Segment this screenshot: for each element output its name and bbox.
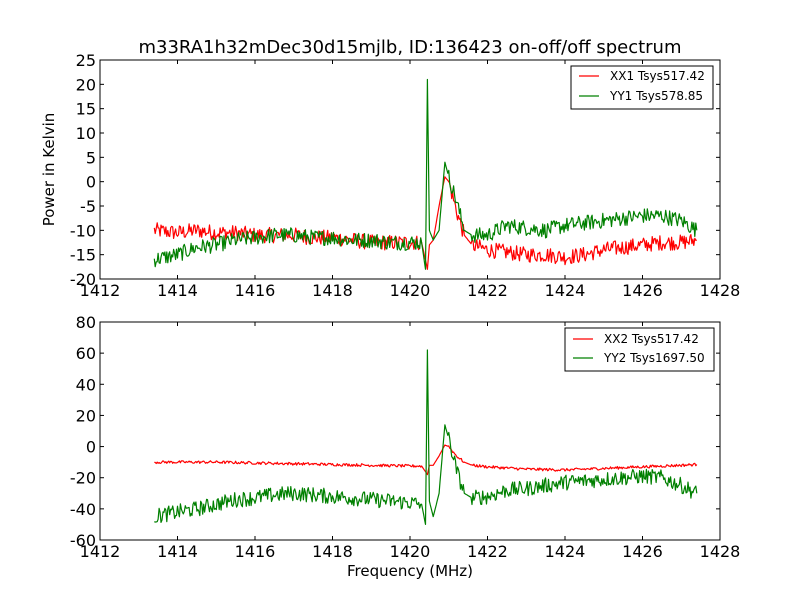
bottom-legend-label-yy2: YY2 Tsys1697.50	[603, 351, 705, 365]
bottom-x-tick-label: 1426	[622, 542, 663, 561]
bottom-x-tick-label: 1414	[157, 542, 198, 561]
top-x-tick-label: 1422	[467, 281, 508, 300]
bottom-x-tick-label: 1416	[235, 542, 276, 561]
top-y-tick-label: 20	[76, 75, 96, 94]
top-y-tick-label: 5	[86, 148, 96, 167]
bottom-x-axis-label: Frequency (MHz)	[347, 562, 473, 580]
bottom-x-tick-label: 1422	[467, 542, 508, 561]
bottom-y-tick-label: -20	[70, 469, 96, 488]
top-y-tick-label: 0	[86, 173, 96, 192]
top-ticks: 1412 1414 1416 1418 1420 1422 1424 1426 1428 -20 -…	[70, 51, 741, 300]
top-axes: m33RA1h32mDec30d15mjlb, ID:136423 on-off…	[40, 37, 740, 300]
bottom-legend-box	[564, 327, 715, 372]
top-series-line-2	[153, 78, 698, 270]
top-x-tick-label: 1420	[390, 281, 431, 300]
bottom-y-tick-label: -40	[70, 500, 96, 519]
top-y-tick-label: 10	[76, 124, 96, 143]
top-legend-box	[570, 65, 714, 110]
top-y-tick-label: -10	[70, 221, 96, 240]
bottom-legend: XX2 Tsys517.42 YY2 Tsys1697.50	[564, 327, 715, 372]
bottom-y-tick-label: 0	[86, 438, 96, 457]
bottom-x-tick-label: 1418	[312, 542, 353, 561]
top-x-tick-label: 1424	[545, 281, 586, 300]
top-y-axis-label: Power in Kelvin	[40, 113, 58, 227]
bottom-y-tick-label: 20	[76, 406, 96, 425]
top-y-tick-label: 25	[76, 51, 96, 70]
top-x-tick-label: 1416	[235, 281, 276, 300]
bottom-y-tick-label: 40	[76, 375, 96, 394]
bottom-y-tick-label: -60	[70, 531, 96, 550]
top-y-tick-label: 15	[76, 100, 96, 119]
top-legend-label-yy1: YY1 Tsys578.85	[609, 89, 703, 103]
bottom-x-tick-label: 1412	[80, 542, 121, 561]
bottom-series	[154, 349, 698, 526]
top-x-tick-label: 1426	[622, 281, 663, 300]
top-y-tick-label: -20	[70, 270, 96, 289]
bottom-series-line-2	[154, 349, 698, 526]
bottom-legend-label-xx2: XX2 Tsys517.42	[604, 332, 699, 346]
top-legend: XX1 Tsys517.42 YY1 Tsys578.85	[570, 65, 714, 110]
top-x-tick-label: 1414	[157, 281, 198, 300]
bottom-y-tick-label: 60	[76, 344, 96, 363]
bottom-ticks: 1412 1414 1416 1418 1420 1422 1424 1426 1428 -60 -…	[70, 313, 741, 561]
top-x-tick-label: 1412	[80, 281, 121, 300]
top-y-tick-label: -15	[70, 246, 96, 265]
top-series	[153, 78, 698, 270]
top-y-tick-label: -5	[80, 197, 96, 216]
chart-title: m33RA1h32mDec30d15mjlb, ID:136423 on-off…	[138, 37, 681, 58]
top-legend-label-xx1: XX1 Tsys517.42	[610, 69, 705, 83]
top-x-tick-label: 1418	[312, 281, 353, 300]
bottom-series-line-1	[154, 444, 698, 476]
bottom-x-tick-label: 1424	[545, 542, 586, 561]
top-x-tick-label: 1428	[700, 281, 741, 300]
bottom-y-tick-label: 80	[76, 313, 96, 332]
bottom-x-tick-label: 1420	[390, 542, 431, 561]
bottom-axes: Frequency (MHz) 1412 1414 1416 1418 1420 1422…	[70, 313, 741, 580]
bottom-x-tick-label: 1428	[700, 542, 741, 561]
